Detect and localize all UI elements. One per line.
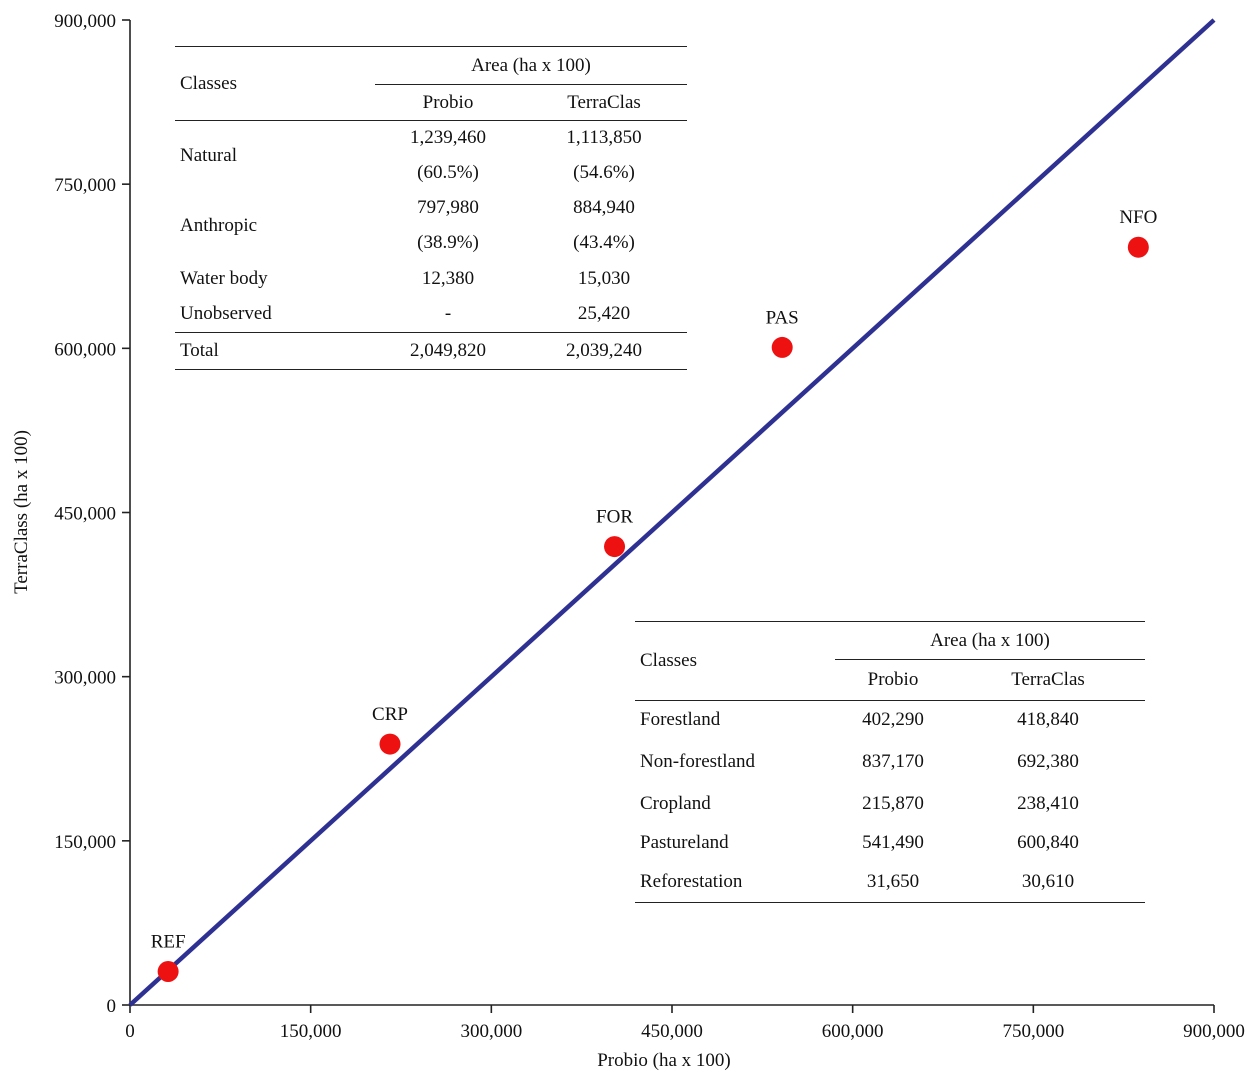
point-label-for: FOR xyxy=(596,507,633,528)
y-tick-label: 750,000 xyxy=(54,175,116,196)
table-header-terraclas: TerraClas xyxy=(521,84,687,121)
y-tick-label: 900,000 xyxy=(54,11,116,32)
table-cell-terra: 30,610 xyxy=(951,861,1145,903)
x-tick-label: 900,000 xyxy=(1183,1021,1245,1042)
table-cell-probio: 1,239,460 xyxy=(410,127,486,149)
table-cell-probio: 2,049,820 xyxy=(375,332,521,370)
table-cell-terra: 1,113,850 xyxy=(566,127,642,149)
table-cell-class: Water body xyxy=(180,267,268,289)
y-tick-label: 300,000 xyxy=(54,668,116,689)
table-row: Anthropic 797,980 884,940 xyxy=(175,191,687,236)
x-tick-label: 0 xyxy=(125,1021,135,1042)
table-cell-class: Anthropic xyxy=(180,214,258,236)
table-cell-class: Non-forestland xyxy=(640,750,756,772)
table-cell-terra: 884,940 xyxy=(573,197,635,218)
table-cell-probio: 12,380 xyxy=(421,267,475,289)
table-cell-probio: 837,170 xyxy=(862,750,924,772)
table-cell-probio: 797,980 xyxy=(417,197,479,218)
table-row: Reforestation 31,650 30,610 xyxy=(635,861,1145,903)
table-cell-terra: 2,039,240 xyxy=(521,332,687,370)
table-cell-probio: 215,870 xyxy=(862,792,924,814)
point-label-nfo: NFO xyxy=(1119,207,1157,228)
table-header-classes: Classes xyxy=(175,46,375,121)
table-header-classes: Classes xyxy=(635,621,835,701)
table-cell-class: Unobserved xyxy=(180,303,272,325)
table-header-area: Area (ha x 100) xyxy=(375,46,687,85)
table-cell-probio: 31,650 xyxy=(835,861,951,903)
table-cell-terra: 238,410 xyxy=(1017,792,1079,814)
table-cell-terra: 15,030 xyxy=(577,267,631,289)
table-row: Water body 12,380 15,030 xyxy=(175,261,687,297)
table-row: (60.5%) (54.6%) xyxy=(175,156,687,191)
point-label-ref: REF xyxy=(151,931,186,952)
reference-line-layer xyxy=(128,18,1216,1007)
table-cell-terra-pct: (43.4%) xyxy=(573,232,635,253)
x-tick-label: 150,000 xyxy=(280,1021,342,1042)
table-cell-terra: 600,840 xyxy=(1017,831,1079,853)
table-row-total: Total 2,049,820 2,039,240 xyxy=(175,332,687,370)
table-row: Natural 1,239,460 1,113,850 xyxy=(175,121,687,166)
table-row: (38.9%) (43.4%) xyxy=(175,226,687,261)
table-cell-class: Forestland xyxy=(640,709,721,731)
y-tick-label: 600,000 xyxy=(54,339,116,360)
table-row: Unobserved - 25,420 xyxy=(175,297,687,333)
y-tick-label: 150,000 xyxy=(54,832,116,853)
table-cell-terra: 692,380 xyxy=(1017,750,1079,772)
table-header-terraclas: TerraClas xyxy=(951,659,1145,701)
table-row: Forestland 402,290 418,840 xyxy=(635,701,1145,740)
x-tick-label: 300,000 xyxy=(460,1021,522,1042)
y-tick-label: 450,000 xyxy=(54,504,116,525)
point-nfo xyxy=(1127,236,1149,258)
table-cell-class: Reforestation xyxy=(635,861,835,903)
point-pas xyxy=(771,336,793,358)
table-header-area: Area (ha x 100) xyxy=(835,621,1145,660)
y-axis-title: TerraClass (ha x 100) xyxy=(11,430,32,594)
table-cell-probio: 541,490 xyxy=(862,831,924,853)
table-row: Pastureland 541,490 600,840 xyxy=(635,824,1145,862)
point-crp xyxy=(379,733,401,755)
x-tick-label: 750,000 xyxy=(1002,1021,1064,1042)
table-cell-terra-pct: (54.6%) xyxy=(573,162,635,183)
table-header-probio: Probio xyxy=(835,659,951,701)
table-cell-class: Natural xyxy=(180,144,237,166)
inset-table-classes: Classes Area (ha x 100) Probio TerraClas… xyxy=(635,621,1145,903)
inset-table-summary: Classes Area (ha x 100) Probio TerraClas… xyxy=(175,46,687,370)
table-header-probio: Probio xyxy=(375,84,521,121)
table-cell-probio: 402,290 xyxy=(862,709,924,731)
axes: 0 150,000 300,000 450,000 600,000 750,000 900,… xyxy=(54,11,1245,1042)
reference-line xyxy=(128,18,1216,1007)
point-label-pas: PAS xyxy=(766,307,799,328)
x-tick-label: 450,000 xyxy=(641,1021,703,1042)
point-label-crp: CRP xyxy=(372,704,408,725)
table-cell-probio: - xyxy=(444,303,452,325)
x-tick-label: 600,000 xyxy=(822,1021,884,1042)
points-layer: REF CRP FOR PAS NFO xyxy=(151,207,1157,982)
point-for xyxy=(604,536,626,558)
y-tick-label: 0 xyxy=(107,996,117,1017)
table-cell-class: Cropland xyxy=(640,792,711,814)
table-cell-terra: 25,420 xyxy=(577,303,631,325)
table-cell-class: Pastureland xyxy=(640,831,729,853)
table-cell-probio-pct: (60.5%) xyxy=(417,162,479,183)
table-cell-class: Total xyxy=(175,332,375,370)
table-cell-probio-pct: (38.9%) xyxy=(417,232,479,253)
x-axis-title: Probio (ha x 100) xyxy=(597,1050,731,1071)
table-row: Cropland 215,870 238,410 xyxy=(635,784,1145,824)
table-cell-terra: 418,840 xyxy=(1017,709,1079,731)
table-row: Non-forestland 837,170 692,380 xyxy=(635,740,1145,784)
point-ref xyxy=(157,960,179,982)
